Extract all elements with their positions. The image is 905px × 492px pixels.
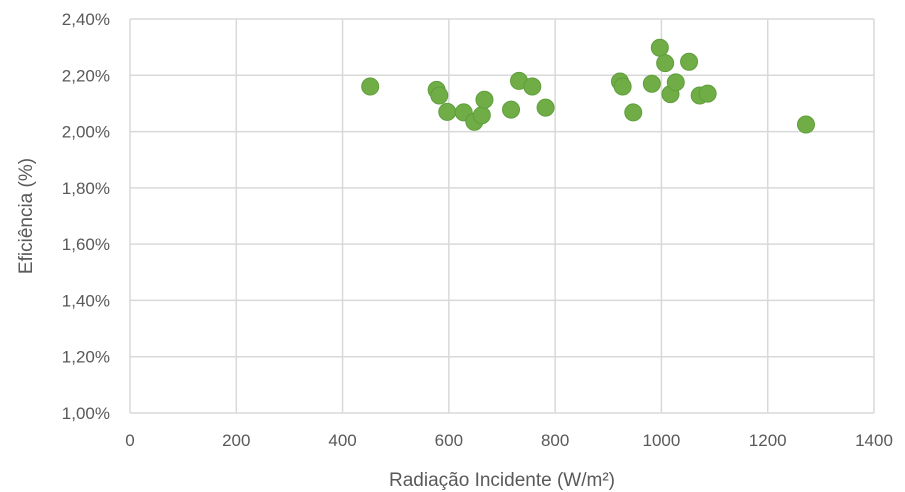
x-tick-label: 0	[125, 431, 134, 450]
data-point	[796, 115, 815, 134]
y-tick-label: 2,00%	[62, 123, 110, 142]
data-point	[475, 90, 494, 109]
data-point	[680, 52, 699, 71]
data-points	[361, 38, 815, 134]
y-axis-ticks: 1,00% 1,20% 1,40% 1,60% 1,80% 2,00% 2,20% 2,40%	[62, 10, 110, 423]
x-axis-title: Radiação Incidente (W/m²)	[389, 470, 615, 491]
data-point	[472, 106, 491, 125]
data-point	[698, 84, 717, 103]
data-point	[430, 86, 449, 105]
data-point	[656, 54, 675, 73]
data-point	[650, 38, 669, 57]
x-tick-label: 1400	[855, 431, 893, 450]
x-tick-label: 1200	[749, 431, 787, 450]
data-point	[536, 98, 555, 117]
y-tick-label: 2,40%	[62, 10, 110, 29]
y-tick-label: 1,00%	[62, 404, 110, 423]
y-tick-label: 2,20%	[62, 66, 110, 85]
y-tick-label: 1,40%	[62, 291, 110, 310]
x-tick-label: 200	[222, 431, 250, 450]
x-tick-label: 1000	[643, 431, 681, 450]
data-point	[613, 77, 632, 96]
x-tick-label: 400	[328, 431, 356, 450]
data-point	[642, 74, 661, 93]
data-point	[666, 73, 685, 92]
y-axis-title: Eficiência (%)	[16, 158, 37, 274]
x-axis-ticks: 0 200 400 600 800 1000 1200 1400	[125, 431, 893, 450]
y-tick-label: 1,80%	[62, 179, 110, 198]
data-point	[502, 100, 521, 119]
data-point	[361, 77, 380, 96]
x-tick-label: 600	[435, 431, 463, 450]
y-tick-label: 1,20%	[62, 348, 110, 367]
grid	[129, 18, 875, 414]
x-tick-label: 800	[541, 431, 569, 450]
data-point	[523, 77, 542, 96]
data-point	[438, 102, 457, 121]
data-point	[624, 103, 643, 122]
y-tick-label: 1,60%	[62, 235, 110, 254]
